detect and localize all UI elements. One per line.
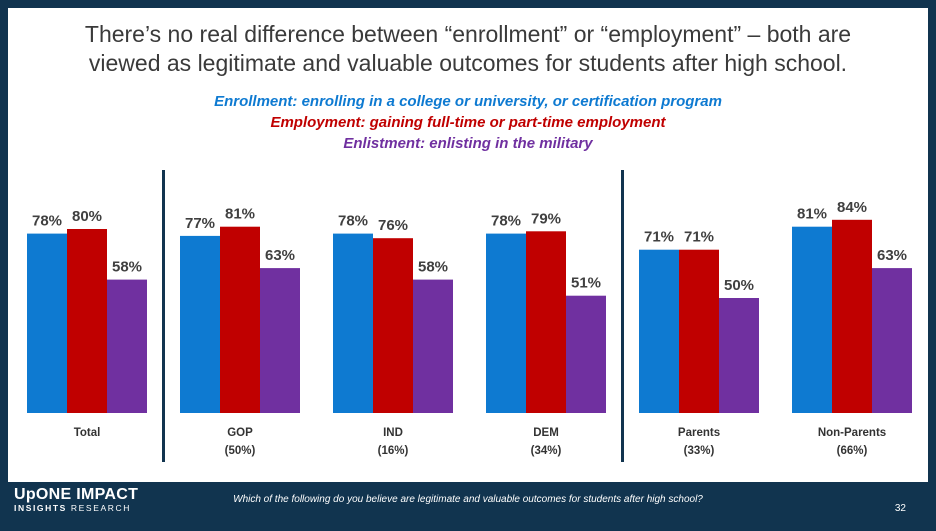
data-label-enlistment-ind: 58% (418, 259, 448, 276)
bar-enrollment-ind (333, 233, 373, 413)
survey-question: Which of the following do you believe ar… (233, 494, 703, 505)
category-label-total: Total (74, 427, 101, 439)
bar-enrollment-non-parents (792, 226, 832, 413)
category-label-gop: GOP (227, 427, 253, 439)
category-sublabel-gop: (50%) (225, 445, 256, 457)
group-divider-after-total (162, 170, 165, 462)
bar-enrollment-total (27, 233, 67, 413)
category-label-parents: Parents (678, 427, 720, 439)
data-label-employment-dem: 79% (531, 210, 561, 227)
data-label-employment-ind: 76% (378, 217, 408, 234)
data-label-enlistment-total: 58% (112, 259, 142, 276)
bar-employment-ind (373, 238, 413, 413)
bar-enlistment-ind (413, 279, 453, 413)
enlistment-definition: Enlistment: enlisting in the military (343, 135, 593, 152)
data-label-enrollment-ind: 78% (338, 213, 368, 230)
data-label-enrollment-gop: 77% (185, 215, 215, 232)
logo-sub-bold: INSIGHTS (14, 503, 67, 513)
data-label-employment-total: 80% (72, 208, 102, 225)
bar-enlistment-dem (566, 295, 606, 413)
logo-sub-text: INSIGHTS RESEARCH (14, 504, 138, 513)
category-label-ind: IND (383, 427, 403, 439)
bar-enrollment-dem (486, 233, 526, 413)
category-sublabel-non-parents: (66%) (837, 445, 868, 457)
logo-sub-rest: RESEARCH (66, 503, 131, 513)
data-label-enrollment-parents: 71% (644, 229, 674, 246)
category-sublabel-parents: (33%) (684, 445, 715, 457)
logo-main-text: UpONE IMPACT (14, 486, 139, 503)
bar-enlistment-total (107, 279, 147, 413)
page-number: 32 (894, 503, 906, 514)
slide-panel (8, 8, 928, 482)
data-label-employment-gop: 81% (225, 206, 255, 223)
bar-employment-gop (220, 226, 260, 413)
data-label-enrollment-dem: 78% (491, 213, 521, 230)
bar-enlistment-parents (719, 298, 759, 413)
category-sublabel-dem: (34%) (531, 445, 562, 457)
bar-employment-non-parents (832, 219, 872, 413)
slide-title: There’s no real difference between “enro… (84, 21, 852, 76)
bar-enrollment-parents (639, 249, 679, 413)
enrollment-definition: Enrollment: enrolling in a college or un… (214, 93, 722, 110)
category-sublabel-ind: (16%) (378, 445, 409, 457)
category-label-non-parents: Non-Parents (818, 427, 886, 439)
data-label-enrollment-total: 78% (32, 213, 62, 230)
data-label-enlistment-dem: 51% (571, 275, 601, 292)
data-label-enlistment-gop: 63% (265, 247, 295, 264)
employment-definition: Employment: gaining full-time or part-ti… (270, 114, 666, 131)
category-label-dem: DEM (533, 427, 559, 439)
data-label-enlistment-non-parents: 63% (877, 247, 907, 264)
group-divider-after-dem (621, 170, 624, 462)
bar-employment-total (67, 229, 107, 413)
bar-enlistment-gop (260, 268, 300, 413)
bar-enrollment-gop (180, 235, 220, 413)
data-label-enlistment-parents: 50% (724, 277, 754, 294)
bar-employment-dem (526, 231, 566, 413)
upone-logo: UpONE IMPACT INSIGHTS RESEARCH (14, 487, 138, 513)
data-label-enrollment-non-parents: 81% (797, 206, 827, 223)
bar-employment-parents (679, 249, 719, 413)
data-label-employment-parents: 71% (684, 229, 714, 246)
data-label-employment-non-parents: 84% (837, 199, 867, 216)
bar-enlistment-non-parents (872, 268, 912, 413)
